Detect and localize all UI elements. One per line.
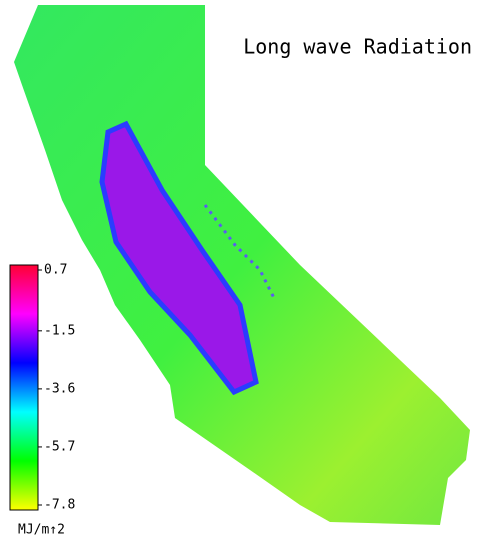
colorbar-unit: MJ/m↑2 (18, 523, 65, 538)
colorbar-tick-label: -1.5 (44, 323, 75, 338)
colorbar (9, 264, 39, 511)
valley-region (99, 120, 259, 396)
state-outline (14, 5, 470, 525)
colorbar-tick-label: -5.7 (44, 439, 75, 454)
mountain-region (203, 204, 277, 301)
colorbar-tick-label: 0.7 (44, 263, 67, 278)
colorbar-tick-label: -3.6 (44, 381, 75, 396)
colorbar-tick-label: -7.8 (44, 498, 75, 513)
map-title: Long wave Radiation (243, 35, 472, 59)
